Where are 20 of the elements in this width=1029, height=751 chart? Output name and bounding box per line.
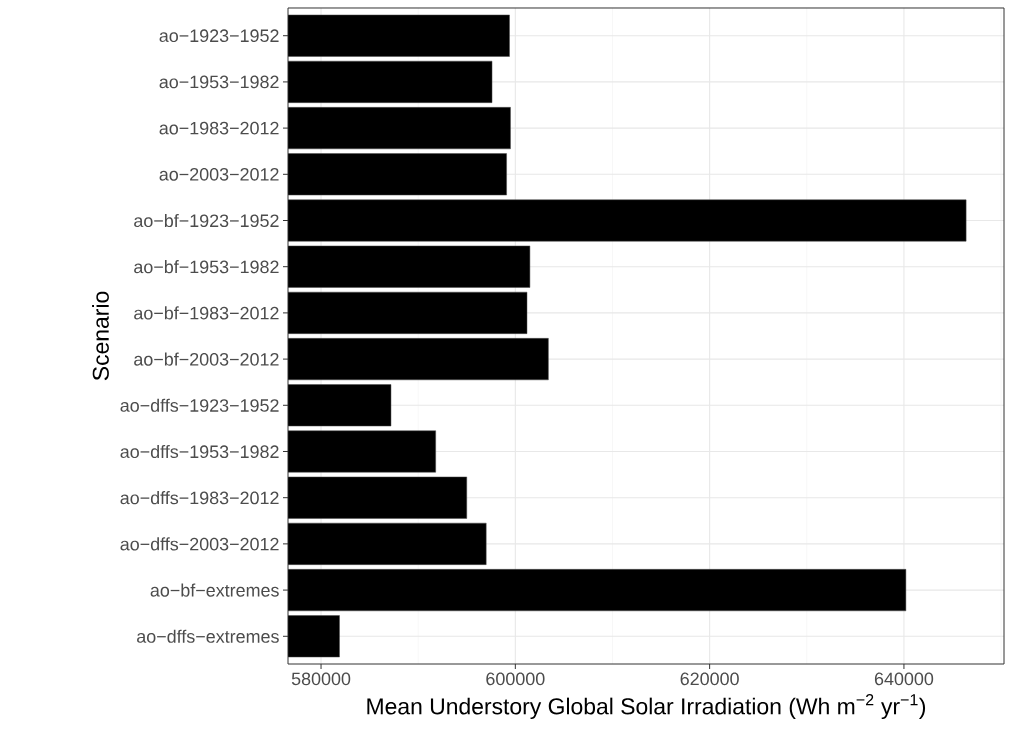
x-tick-label: 620000: [680, 672, 739, 686]
y-tick-label: ao−1953−1982: [159, 75, 279, 89]
y-tick-label: ao−dffs−2003−2012: [120, 537, 279, 551]
y-tick-label: ao−dffs−1923−1952: [120, 398, 279, 412]
x-tick-label: 600000: [486, 672, 545, 686]
y-tick-label: ao−bf−extremes: [150, 583, 279, 597]
x-axis-title: Mean Understory Global Solar Irradiation (Wh m$^{−2}$ yr$^{−1}$): [367, 694, 926, 719]
y-tick-label: ao−bf−1983−2012: [134, 306, 279, 320]
y-tick-label: ao−bf−1953−1982: [134, 260, 279, 274]
y-tick-label: ao−1923−1952: [159, 29, 279, 43]
y-tick-label: ao−1983−2012: [159, 121, 279, 135]
y-tick-label: ao−dffs−1953−1982: [120, 444, 279, 459]
y-axis-title: Scenario: [92, 291, 109, 381]
x-tick-label: 640000: [874, 672, 934, 686]
y-tick-label: ao−bf−1923−1952: [134, 213, 279, 228]
y-tick-label: ao−dffs−extremes: [137, 629, 279, 643]
x-tick-label: 580000: [291, 672, 351, 686]
y-tick-label: ao−2003−2012: [159, 167, 279, 181]
y-tick-label: ao−dffs−1983−2012: [120, 491, 279, 505]
y-tick-label: ao−bf−2003−2012: [134, 352, 279, 366]
